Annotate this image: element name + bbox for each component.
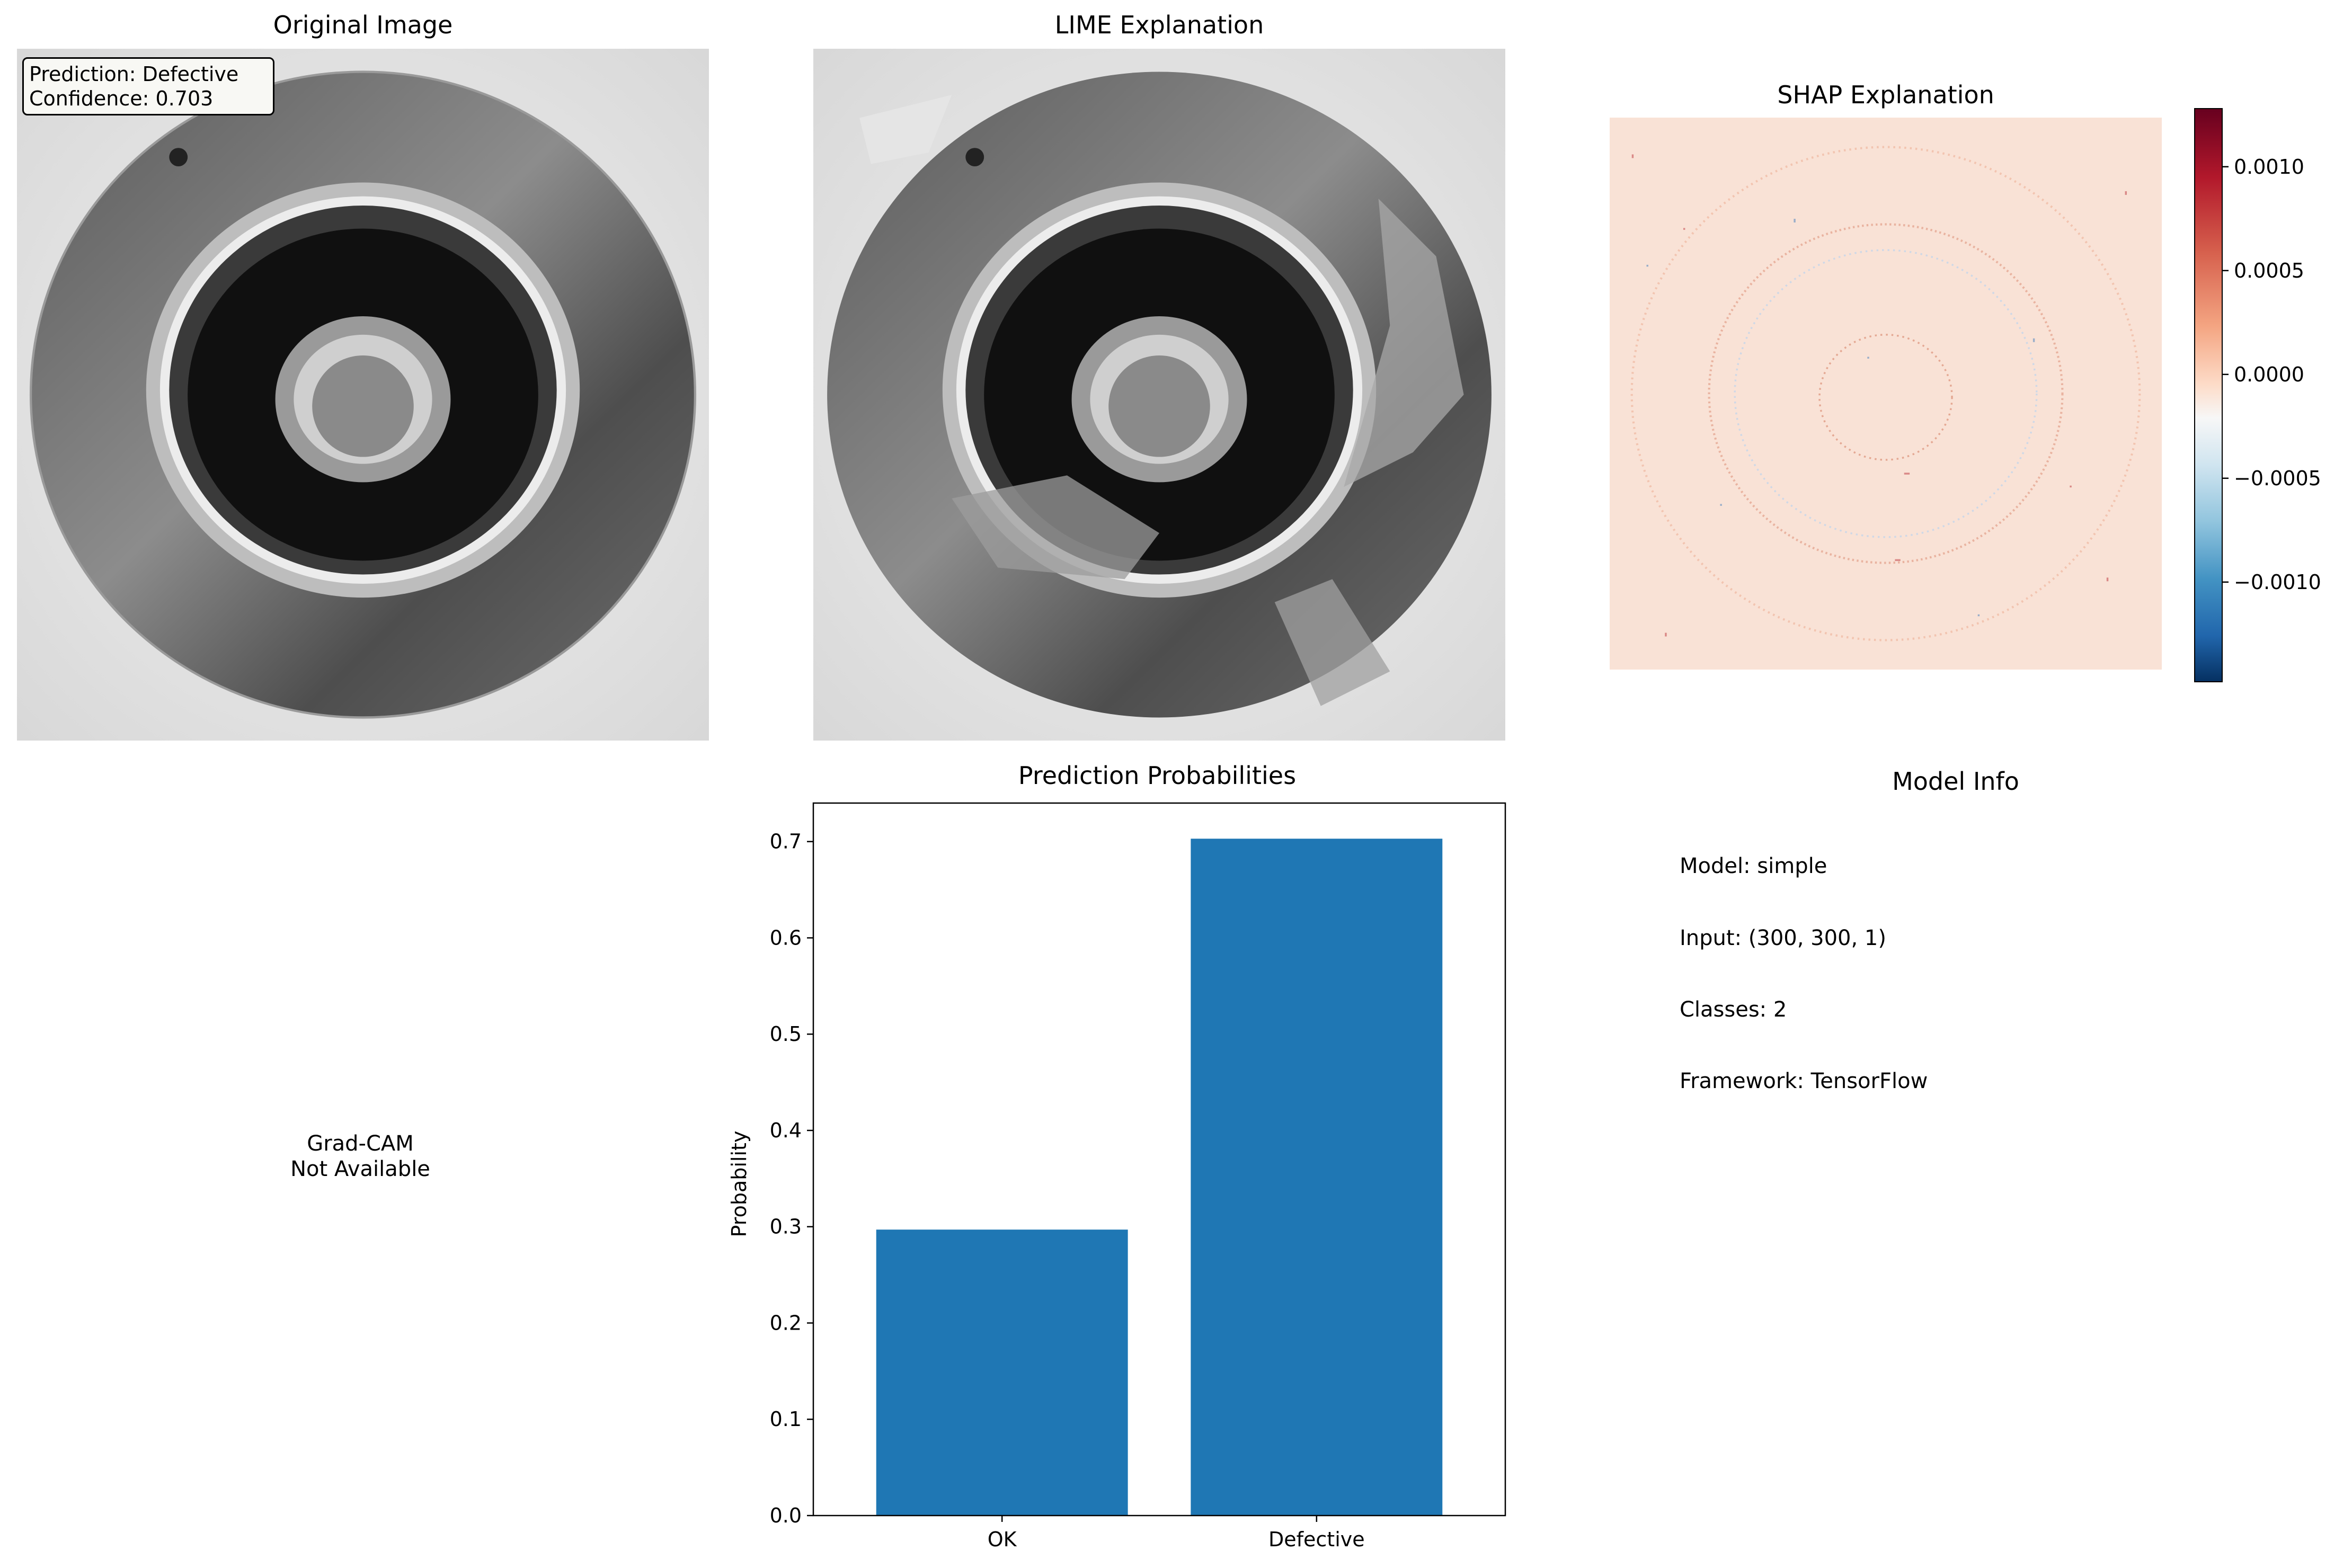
lime-image [813,49,1505,741]
model-info-line: Model: simple [1680,854,1827,878]
y-tick-label: 0.7 [770,830,802,853]
y-tick-label: 0.2 [770,1311,802,1334]
lime-title: LIME Explanation [1054,11,1264,39]
model-info-title: Model Info [1892,767,2019,796]
colorbar-tick-label: −0.0005 [2234,467,2321,490]
x-tick-label: OK [988,1528,1017,1551]
gradcam-status: Not Available [290,1157,430,1181]
shap-heatmap-graphic [1610,118,2162,670]
x-tick-label: Defective [1268,1528,1365,1551]
colorbar-tick-label: 0.0000 [2234,363,2304,386]
shap-colorbar: 0.0010 0.0005 0.0000 −0.0005 −0.0010 [2194,108,2321,682]
colorbar-tick-label: −0.0010 [2234,571,2321,594]
impeller-casting-graphic [17,49,709,741]
y-tick-label: 0.1 [770,1407,802,1431]
colorbar-gradient [2194,108,2223,682]
chart-title: Prediction Probabilities [1018,761,1296,790]
confidence-label: Confidence: 0.703 [29,87,214,110]
prediction-label: Prediction: Defective [29,63,239,86]
prediction-box: Prediction: Defective Confidence: 0.703 [22,57,274,115]
y-axis-label: Probability [727,1131,751,1237]
gradcam-placeholder: Grad-CAM Not Available [238,1131,482,1182]
bar-ok [876,1230,1128,1516]
lime-overlay-graphic [813,49,1505,741]
y-tick-label: 0.5 [770,1022,802,1046]
bar-defective [1191,839,1443,1516]
gradcam-label: Grad-CAM [307,1132,414,1156]
plot-frame [812,802,1506,1517]
model-info-line: Classes: 2 [1680,997,1787,1022]
shap-image [1610,118,2162,670]
colorbar-tick-label: 0.0010 [2234,155,2304,179]
y-tick-label: 0.3 [770,1215,802,1239]
original-image-title: Original Image [273,11,453,39]
original-image [17,49,709,741]
model-info-line: Input: (300, 300, 1) [1680,926,1886,950]
prediction-probabilities-chart: Prediction Probabilities Probability 0.0… [727,761,1506,1551]
colorbar-tick-label: 0.0005 [2234,259,2304,282]
y-tick-label: 0.6 [770,926,802,949]
model-info-line: Framework: TensorFlow [1680,1069,1928,1093]
y-tick-label: 0.4 [770,1119,802,1142]
y-tick-label: 0.0 [770,1504,802,1527]
shap-title: SHAP Explanation [1777,81,1994,109]
